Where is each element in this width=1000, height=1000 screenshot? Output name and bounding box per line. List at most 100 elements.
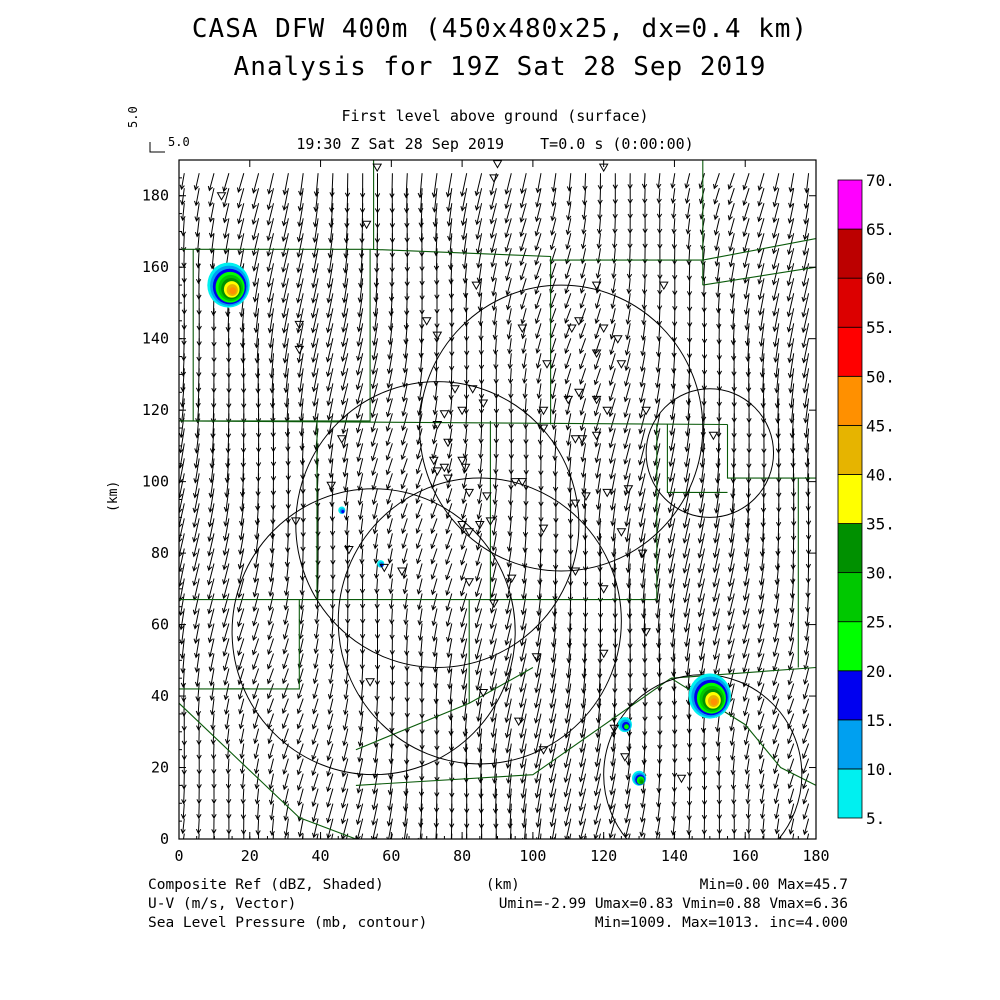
station-triangle: [361, 220, 372, 230]
colorbar-label: 10.: [866, 760, 895, 779]
station-triangle: [421, 317, 432, 326]
wind-vector: [523, 458, 529, 476]
wind-vector: [447, 413, 454, 430]
wind-vector: [430, 548, 438, 565]
wind-vector: [266, 233, 274, 257]
wind-vector: [207, 518, 215, 543]
wind-vector: [474, 638, 483, 660]
wind-vector: [594, 743, 601, 768]
wind-vector: [655, 803, 661, 823]
wind-vector: [343, 233, 349, 259]
wind-vector: [727, 563, 735, 588]
wind-vector: [478, 443, 484, 460]
wind-vector: [404, 638, 410, 656]
wind-vector: [267, 713, 274, 730]
wind-vector: [491, 278, 497, 297]
wind-vector: [181, 773, 187, 790]
x-tick-label: 40: [312, 847, 330, 865]
wind-vector: [344, 623, 351, 640]
wind-vector: [209, 248, 216, 270]
wind-vector: [727, 623, 735, 646]
wind-vector: [180, 668, 187, 689]
wind-vector: [282, 743, 289, 760]
wind-vector: [745, 773, 751, 790]
wind-vector: [329, 503, 336, 522]
wind-vector: [385, 398, 393, 418]
wind-vector: [742, 173, 750, 191]
wind-vector: [315, 563, 321, 581]
wind-vector: [579, 728, 587, 754]
wind-vector: [507, 788, 513, 814]
wind-vector: [418, 188, 424, 214]
wind-vector: [579, 278, 587, 294]
wind-vector: [743, 728, 750, 746]
wind-vector: [402, 578, 408, 595]
wind-vector: [281, 278, 289, 304]
wind-vector: [329, 173, 335, 198]
wind-vector: [698, 623, 705, 647]
wind-vector: [355, 818, 364, 839]
station-triangle: [538, 524, 549, 534]
wind-vector: [196, 788, 202, 805]
wind-vector: [283, 578, 290, 597]
wind-vector: [430, 503, 438, 519]
wind-vector: [239, 743, 245, 760]
wind-vector: [195, 818, 202, 835]
wind-vector: [731, 353, 737, 377]
wind-vector: [727, 653, 735, 674]
wind-vector: [744, 503, 751, 529]
wind-vector: [626, 293, 632, 310]
wind-vector: [326, 818, 334, 839]
wind-vector: [566, 623, 573, 649]
wind-vector: [566, 443, 572, 462]
county-line: [670, 666, 816, 679]
wind-vector: [403, 593, 409, 610]
wind-vector: [196, 758, 202, 775]
station-triangle: [439, 410, 450, 419]
wind-vector: [207, 608, 215, 629]
wind-vector: [700, 263, 707, 282]
wind-vector: [388, 293, 394, 317]
wind-vector: [490, 698, 497, 723]
storm-cell: [207, 262, 250, 308]
wind-vector: [582, 188, 588, 206]
wind-vector: [431, 428, 438, 445]
wind-vector: [341, 743, 349, 762]
wind-vector: [643, 833, 646, 839]
wind-vector: [489, 218, 497, 239]
wind-vector: [374, 593, 380, 610]
wind-vector: [610, 728, 616, 753]
wind-vector: [684, 638, 691, 662]
wind-vector: [430, 488, 438, 504]
wind-vector: [548, 758, 557, 784]
wind-vector: [581, 668, 587, 694]
wind-vector: [803, 188, 810, 210]
station-triangle: [598, 649, 609, 659]
wind-vector: [683, 458, 691, 483]
wind-vector: [447, 668, 453, 690]
wind-vector: [207, 593, 215, 615]
wind-vector: [655, 818, 661, 837]
wind-vector: [296, 323, 304, 349]
wind-vector: [598, 833, 601, 839]
wind-vector: [196, 728, 202, 746]
subtitle: First level above ground (surface): [341, 107, 649, 125]
wind-vector: [579, 398, 587, 416]
wind-vector: [608, 398, 616, 418]
wind-vector: [283, 788, 289, 806]
wind-vector: [535, 338, 542, 354]
wind-vector: [341, 293, 349, 319]
wind-vector: [521, 338, 527, 355]
wind-vector: [401, 413, 408, 432]
wind-vector: [311, 803, 319, 823]
wind-vector: [459, 593, 468, 613]
wind-vector: [763, 833, 765, 839]
wind-vector: [340, 803, 349, 825]
wind-vector: [478, 428, 484, 445]
wind-vector: [474, 623, 483, 645]
wind-vector: [757, 173, 765, 192]
wind-vector: [716, 788, 722, 806]
wind-vector: [222, 203, 230, 224]
wind-vector: [492, 473, 499, 490]
station-triangle: [538, 424, 549, 434]
